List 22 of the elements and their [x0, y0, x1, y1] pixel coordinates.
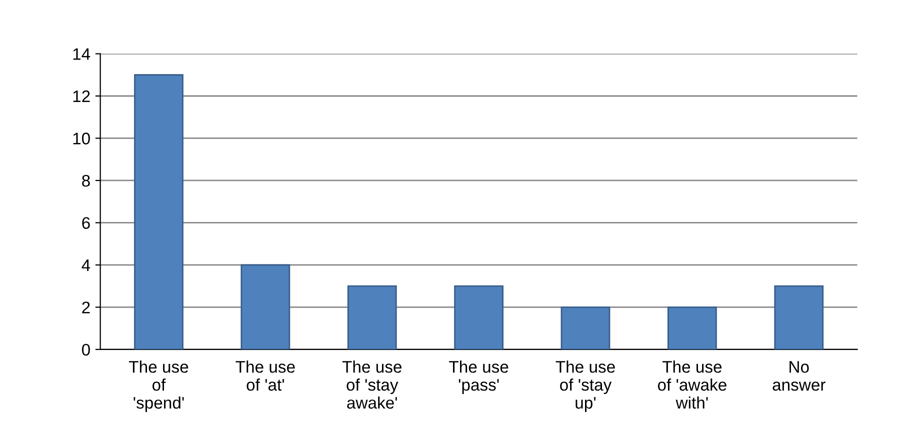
y-tick-label: 0: [82, 344, 90, 356]
y-tick-label: 2: [82, 302, 90, 314]
y-tick-label: 4: [82, 260, 90, 271]
x-tick-label: The use of 'stay awake': [342, 360, 402, 409]
y-tick-label: 6: [82, 217, 90, 229]
bar: [774, 285, 824, 350]
x-tick-label: The use 'pass': [449, 360, 508, 394]
x-tick-label: The use of 'at': [236, 360, 295, 391]
bar: [667, 306, 717, 350]
x-tick-label: The use of 'awake with': [658, 360, 726, 409]
bar: [240, 264, 290, 350]
y-tick-label: 10: [73, 132, 90, 144]
x-tick-label: The use of 'stay up': [556, 360, 615, 412]
bar: [454, 285, 504, 350]
y-tick-label: 14: [73, 48, 90, 60]
y-tick-label: 8: [82, 174, 90, 187]
bar: [347, 285, 397, 350]
x-tick-label: The use of 'spend': [129, 360, 188, 412]
y-tick-label: 12: [73, 90, 90, 102]
bar: [560, 306, 610, 350]
bar: [134, 74, 184, 350]
x-tick-label: No answer: [772, 361, 826, 391]
